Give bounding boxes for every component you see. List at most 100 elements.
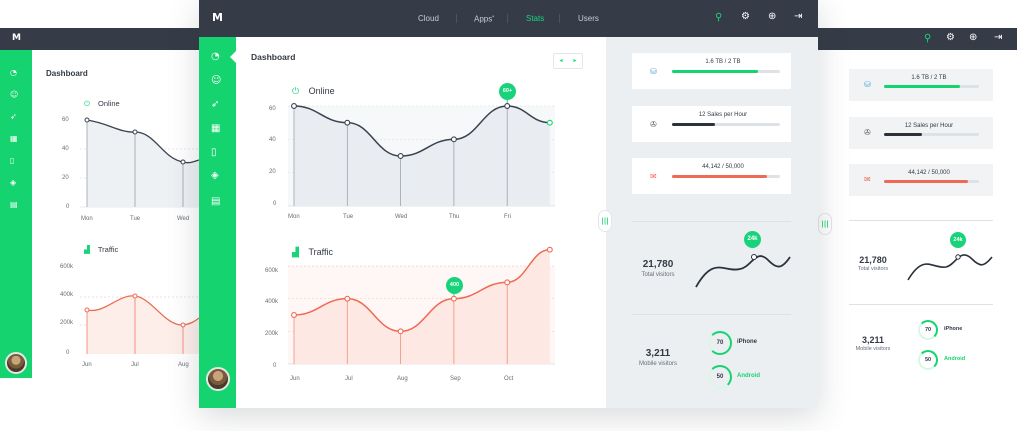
globe-icon[interactable]: ⊕ <box>969 32 978 43</box>
nav-separator <box>559 14 560 23</box>
nav-users[interactable]: Users <box>578 14 599 23</box>
data-point[interactable] <box>397 328 404 335</box>
tag-icon[interactable]: ◈ <box>10 178 17 187</box>
sales-label: 12 Sales per Hour <box>698 112 748 118</box>
sales-label: 12 Sales per Hour <box>904 123 954 129</box>
left-sidebar: ◔ ☺ ➶ ▦ ▯ ◈ ▤ <box>0 50 32 378</box>
calendar-icon[interactable]: ▦ <box>10 134 18 143</box>
calendar-icon[interactable]: ▦ <box>211 123 221 134</box>
divider <box>632 314 791 315</box>
data-point[interactable] <box>450 136 457 143</box>
rocket-icon[interactable]: ➶ <box>10 112 17 121</box>
storage-card: ⛁ 1.6 TB / 2 TB <box>849 69 993 101</box>
data-point[interactable] <box>504 103 511 109</box>
traffic-chart-label: ▟ Traffic <box>292 247 333 258</box>
storage-bar-fill <box>672 70 759 73</box>
avatar[interactable] <box>206 367 230 391</box>
online-chart-label: ⏻ Online <box>292 86 335 97</box>
left-online-chart <box>80 117 199 208</box>
logout-icon[interactable]: ⇥ <box>794 11 803 22</box>
sales-bar <box>884 133 979 136</box>
data-point[interactable] <box>344 119 351 126</box>
traffic-label: Traffic <box>97 245 119 254</box>
visitors-badge: 24k <box>950 232 966 248</box>
x-tick: Fri <box>504 214 511 220</box>
user-icon[interactable]: ☺ <box>211 75 222 86</box>
visitors-sparkline <box>695 254 791 288</box>
x-tick: Sep <box>450 376 461 382</box>
storage-label: 1.6 TB / 2 TB <box>911 75 947 81</box>
iphone-ring: 70 <box>708 331 732 355</box>
x-tick: Jul <box>345 376 353 382</box>
globe-icon[interactable]: ⊕ <box>768 11 777 22</box>
visits-card: ✉ 44,142 / 50,000 <box>849 164 993 196</box>
document-icon[interactable]: ▯ <box>10 156 15 165</box>
trash-icon[interactable]: ▤ <box>211 196 221 207</box>
tape-icon: ✇ <box>864 128 871 137</box>
main-sidebar: ◔ ☺ ➶ ▦ ▯ ◈ ▤ <box>199 37 236 408</box>
search-icon[interactable]: ⚲ <box>715 12 723 23</box>
iphone-ring: 70 <box>918 320 938 340</box>
y-tick: 600k <box>60 264 74 270</box>
tag-icon[interactable]: ◈ <box>211 170 219 181</box>
database-icon: ⛁ <box>650 67 657 76</box>
gear-icon[interactable]: ⚙ <box>946 32 955 43</box>
avatar[interactable] <box>5 352 27 374</box>
nav-cloud[interactable]: Cloud <box>418 14 439 23</box>
mail-icon: ✉ <box>864 175 871 184</box>
pager: ◂ ▸ <box>553 53 583 69</box>
nav-apps-label: Apps <box>474 14 493 24</box>
y-tick: 200k <box>60 320 74 326</box>
pager-prev-button[interactable]: ◂ <box>559 57 563 64</box>
visits-bar-fill <box>672 175 768 178</box>
visits-label: 44,142 / 50,000 <box>908 170 950 176</box>
mobile-visitors-label: Mobile visitors <box>638 361 677 367</box>
y-tick: 20 <box>62 175 69 181</box>
main-topbar: M Cloud Apps• Stats Users ⚲ ⚙ ⊕ ⇥ <box>199 0 818 37</box>
android-ring: 50 <box>708 365 732 389</box>
total-visitors-value: 21,780 <box>859 255 887 265</box>
document-icon[interactable]: ▯ <box>211 147 217 158</box>
logo[interactable]: M <box>12 33 21 43</box>
sales-card: ✇ 12 Sales per Hour <box>849 117 993 149</box>
y-tick: 0 <box>66 204 70 210</box>
nav-apps[interactable]: Apps• <box>474 14 494 24</box>
data-point[interactable] <box>291 312 297 318</box>
logo[interactable]: M <box>212 11 223 24</box>
iphone-label: iPhone <box>944 326 963 332</box>
data-point[interactable] <box>546 119 553 126</box>
visitors-sparkline <box>907 254 993 281</box>
data-point[interactable] <box>344 295 351 302</box>
nav-apps-badge: • <box>492 14 494 20</box>
data-point[interactable] <box>291 103 297 109</box>
y-tick: 40 <box>269 137 276 143</box>
data-point[interactable] <box>504 279 511 286</box>
mobile-visitors-value: 3,211 <box>861 335 885 345</box>
series-area <box>294 249 550 364</box>
collapse-handle[interactable]: ||| <box>598 210 612 232</box>
gauge-icon[interactable]: ◔ <box>211 51 220 62</box>
gear-icon[interactable]: ⚙ <box>741 11 750 22</box>
rocket-icon[interactable]: ➶ <box>211 99 220 110</box>
data-point[interactable] <box>397 153 404 159</box>
visitors-badge: 24k <box>744 231 761 248</box>
nav-stats[interactable]: Stats <box>526 14 545 23</box>
power-icon: ⏻ <box>292 87 300 97</box>
pager-next-button[interactable]: ▸ <box>573 57 577 64</box>
trash-icon[interactable]: ▤ <box>10 200 18 209</box>
search-icon[interactable]: ⚲ <box>924 33 932 44</box>
logout-icon[interactable]: ⇥ <box>994 32 1003 43</box>
storage-bar <box>884 85 979 88</box>
right-collapse-handle[interactable]: ||| <box>818 213 832 235</box>
tape-icon: ✇ <box>650 120 657 129</box>
x-tick: Jul <box>131 362 139 368</box>
y-tick: 60 <box>62 117 69 123</box>
user-icon[interactable]: ☺ <box>10 90 19 99</box>
nav-separator <box>456 14 457 23</box>
x-tick: Mon <box>288 214 300 220</box>
data-point[interactable] <box>450 295 457 302</box>
x-tick: Tue <box>343 214 354 220</box>
x-tick: Thu <box>449 214 460 220</box>
gauge-icon[interactable]: ◔ <box>10 68 17 77</box>
data-point[interactable] <box>546 246 553 253</box>
